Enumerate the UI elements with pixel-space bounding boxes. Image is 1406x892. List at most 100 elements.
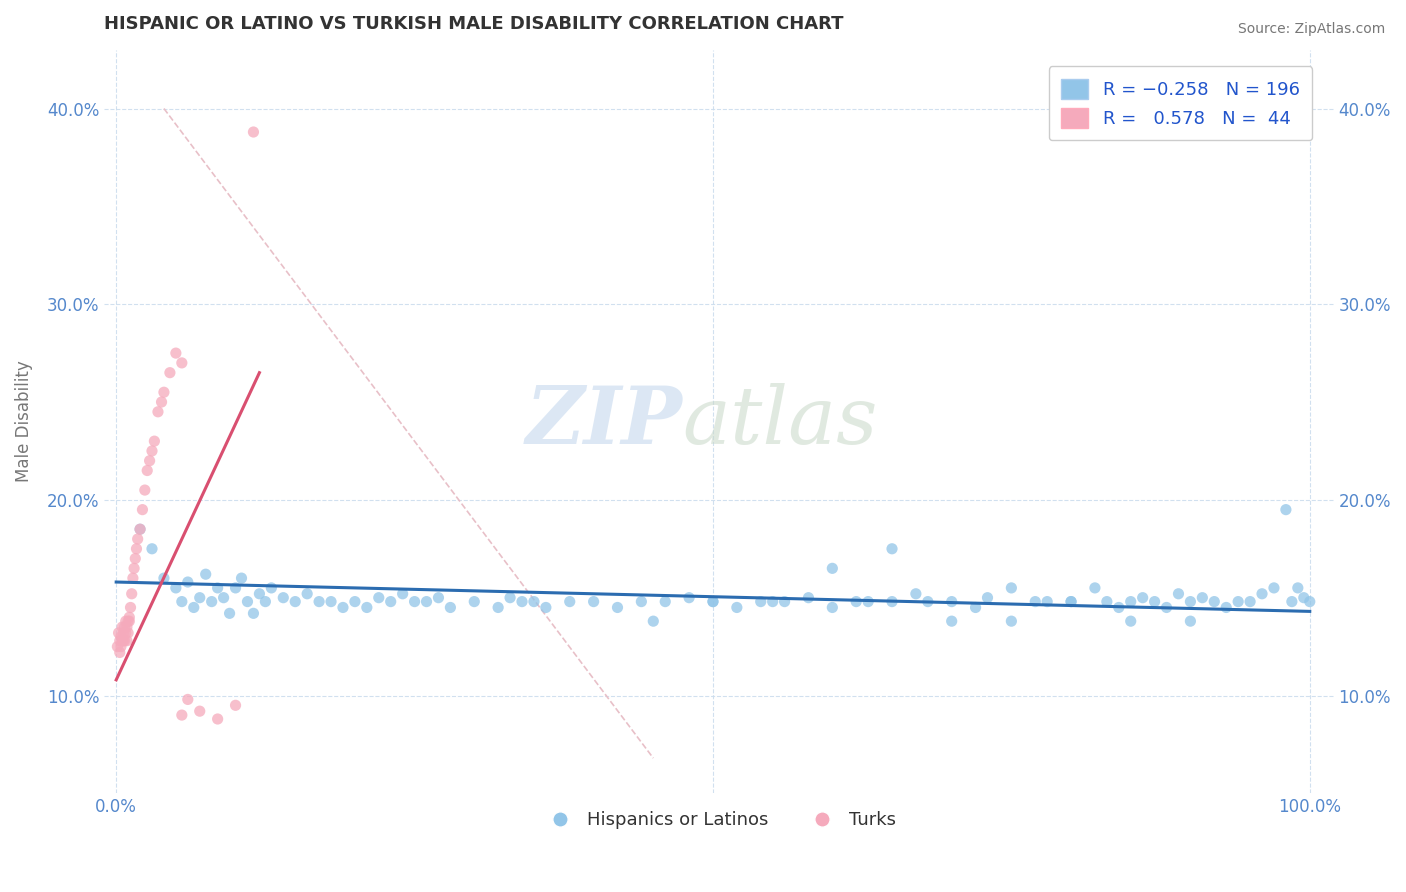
Point xyxy=(105,640,128,654)
Point xyxy=(170,594,193,608)
Point xyxy=(427,591,450,605)
Point xyxy=(138,454,160,468)
Point xyxy=(880,541,903,556)
Point xyxy=(523,594,546,608)
Point xyxy=(1180,614,1202,628)
Point xyxy=(115,620,138,634)
Point xyxy=(134,483,156,497)
Point xyxy=(319,594,342,608)
Point xyxy=(1239,594,1261,608)
Point xyxy=(165,581,187,595)
Point xyxy=(941,594,963,608)
Point xyxy=(108,633,131,648)
Point xyxy=(150,395,173,409)
Point xyxy=(122,571,145,585)
Point xyxy=(404,594,426,608)
Point xyxy=(1000,614,1022,628)
Point xyxy=(183,600,205,615)
Point xyxy=(1227,594,1250,608)
Point xyxy=(332,600,354,615)
Point xyxy=(112,633,135,648)
Point xyxy=(1024,594,1046,608)
Point xyxy=(702,594,724,608)
Point xyxy=(114,614,136,628)
Point xyxy=(254,594,277,608)
Point xyxy=(194,567,217,582)
Point xyxy=(111,620,134,634)
Point xyxy=(136,463,159,477)
Point xyxy=(1263,581,1285,595)
Point xyxy=(1108,600,1130,615)
Point xyxy=(1167,587,1189,601)
Point xyxy=(1191,591,1213,605)
Point xyxy=(821,600,844,615)
Point xyxy=(177,575,200,590)
Point xyxy=(231,571,253,585)
Point xyxy=(159,366,181,380)
Point xyxy=(260,581,283,595)
Point xyxy=(976,591,998,605)
Point xyxy=(146,405,169,419)
Point xyxy=(124,551,146,566)
Point xyxy=(111,633,134,648)
Point xyxy=(654,594,676,608)
Point xyxy=(110,630,132,644)
Point xyxy=(534,600,557,615)
Point xyxy=(356,600,378,615)
Point xyxy=(391,587,413,601)
Point xyxy=(249,587,271,601)
Point xyxy=(1119,614,1142,628)
Point xyxy=(218,607,240,621)
Point xyxy=(107,626,129,640)
Point xyxy=(1286,581,1309,595)
Point xyxy=(1132,591,1154,605)
Point xyxy=(904,587,927,601)
Point xyxy=(207,581,229,595)
Point xyxy=(749,594,772,608)
Point xyxy=(1000,581,1022,595)
Point xyxy=(110,640,132,654)
Point xyxy=(153,571,176,585)
Point xyxy=(117,626,139,640)
Point xyxy=(1060,594,1083,608)
Text: Source: ZipAtlas.com: Source: ZipAtlas.com xyxy=(1237,22,1385,37)
Point xyxy=(143,434,166,449)
Point xyxy=(1036,594,1059,608)
Point xyxy=(170,708,193,723)
Point xyxy=(439,600,461,615)
Point xyxy=(797,591,820,605)
Point xyxy=(207,712,229,726)
Text: HISPANIC OR LATINO VS TURKISH MALE DISABILITY CORRELATION CHART: HISPANIC OR LATINO VS TURKISH MALE DISAB… xyxy=(104,15,844,33)
Point xyxy=(129,522,152,536)
Point xyxy=(1119,594,1142,608)
Point xyxy=(499,591,522,605)
Point xyxy=(380,594,402,608)
Point xyxy=(1060,594,1083,608)
Point xyxy=(108,645,131,659)
Point xyxy=(201,594,224,608)
Point xyxy=(127,532,149,546)
Point xyxy=(122,561,145,575)
Point xyxy=(582,594,605,608)
Point xyxy=(121,587,143,601)
Point xyxy=(141,444,163,458)
Point xyxy=(415,594,437,608)
Point xyxy=(678,591,700,605)
Point xyxy=(856,594,879,608)
Point xyxy=(845,594,868,608)
Point xyxy=(129,522,152,536)
Point xyxy=(225,581,247,595)
Point xyxy=(643,614,665,628)
Point xyxy=(188,704,211,718)
Point xyxy=(880,594,903,608)
Point xyxy=(1143,594,1166,608)
Point xyxy=(118,610,141,624)
Point xyxy=(965,600,987,615)
Point xyxy=(153,385,176,400)
Point xyxy=(271,591,294,605)
Point xyxy=(1275,502,1298,516)
Point xyxy=(725,600,748,615)
Point xyxy=(702,594,724,608)
Point xyxy=(1084,581,1107,595)
Point xyxy=(115,633,138,648)
